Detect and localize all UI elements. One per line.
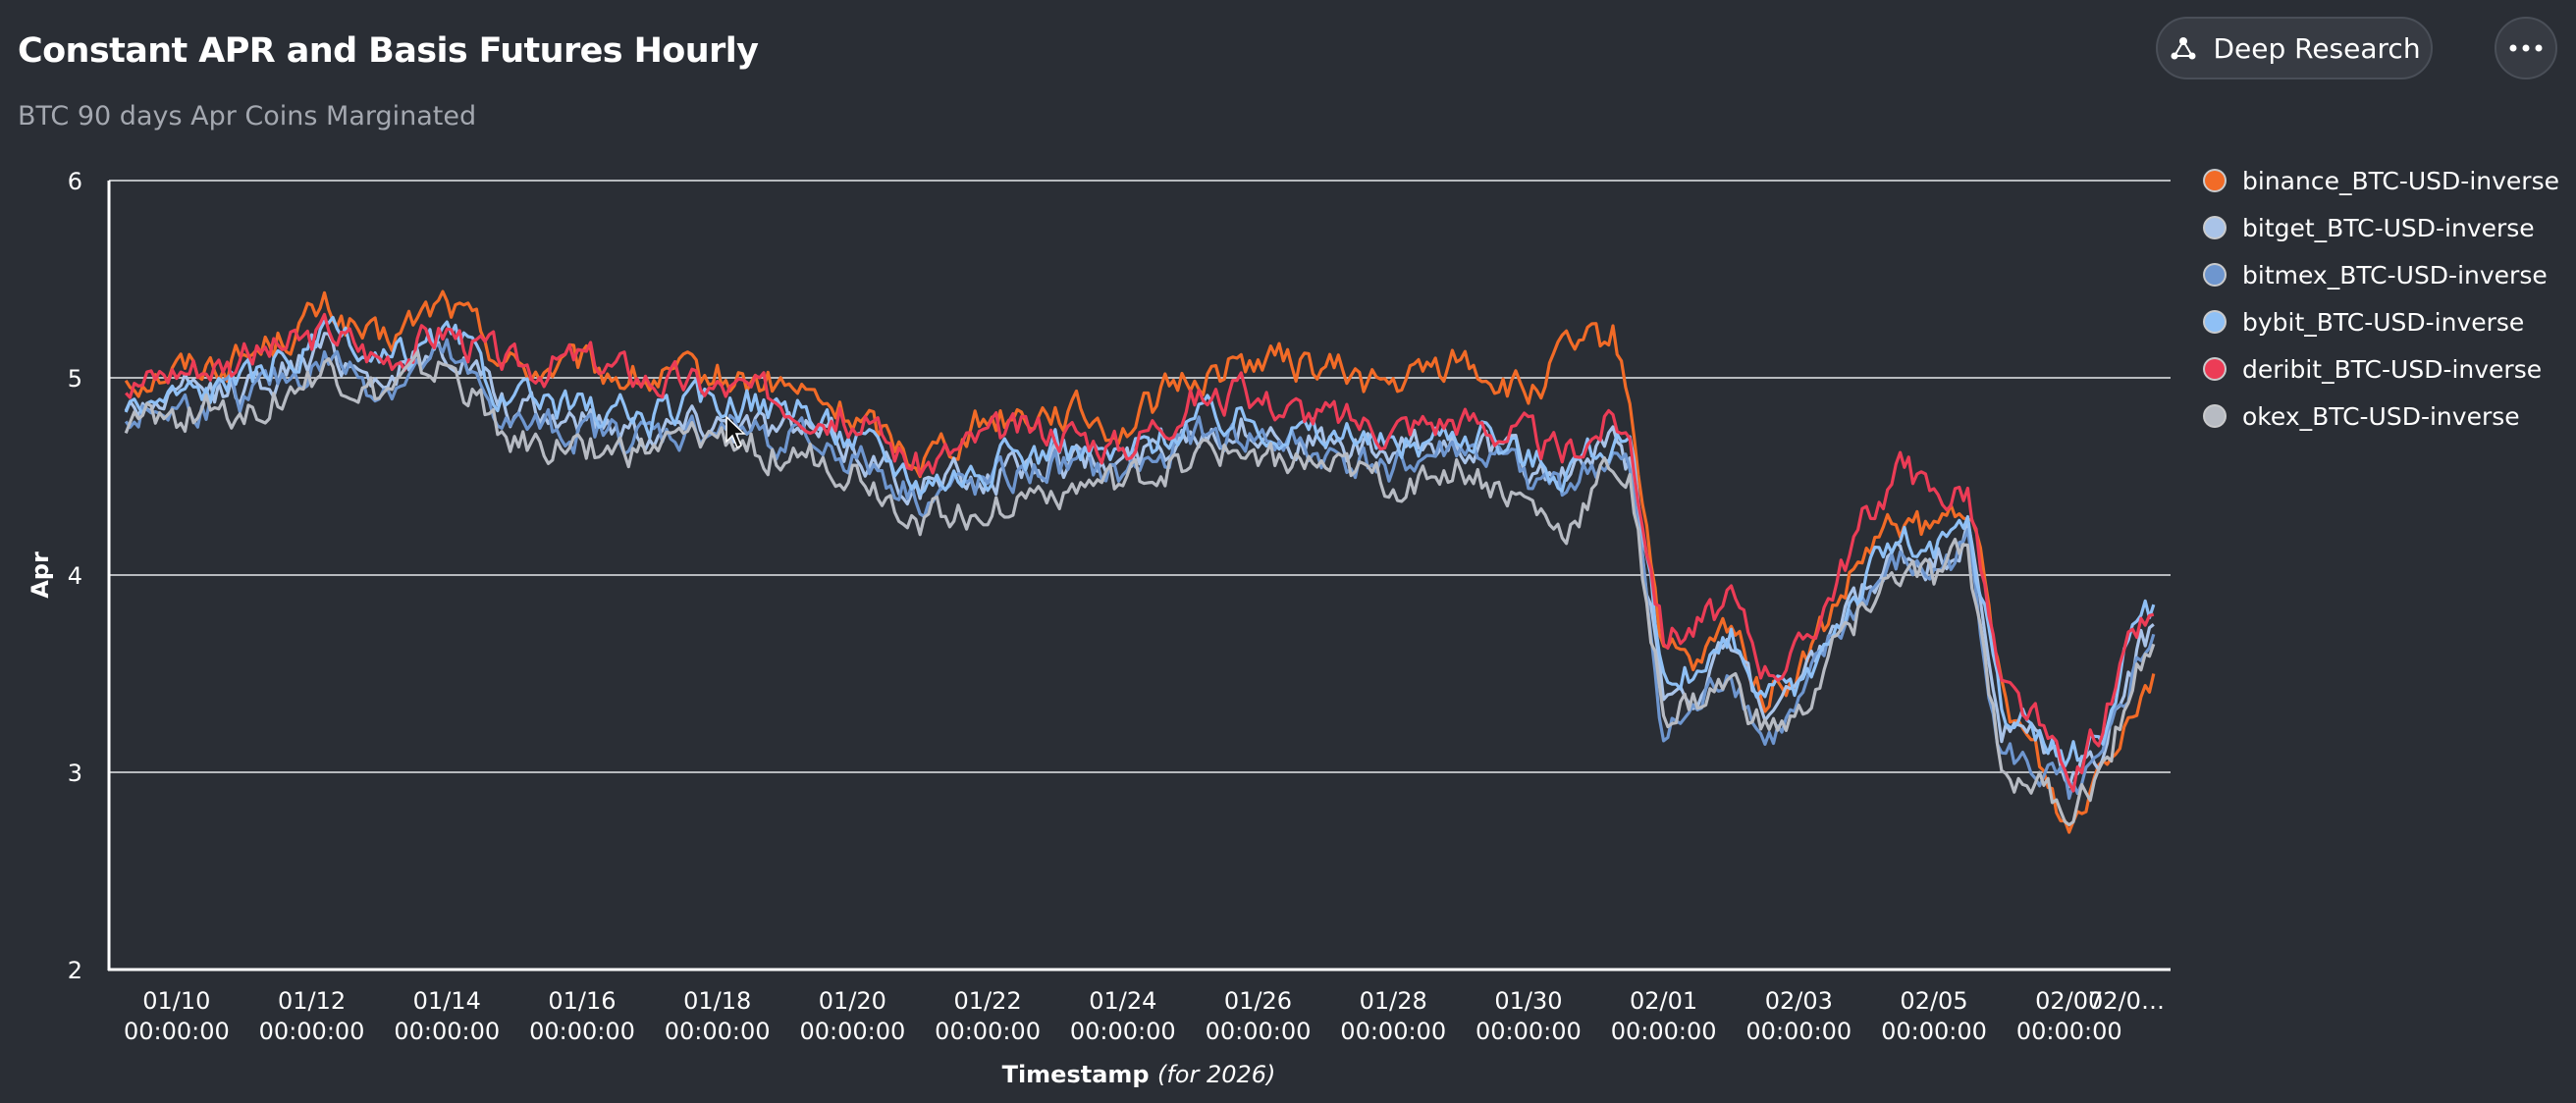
series-line-okex_BTC-USD-inverse	[124, 350, 2156, 827]
x-tick-sublabel: 00:00:00	[529, 1018, 635, 1045]
x-tick-sublabel: 00:00:00	[1340, 1018, 1446, 1045]
x-tick-label: 01/16	[548, 987, 616, 1015]
legend-item[interactable]: bitget_BTC-USD-inverse	[2203, 204, 2559, 251]
x-tick-sublabel: 00:00:00	[124, 1018, 230, 1045]
x-tick-label: 01/18	[683, 987, 751, 1015]
x-axis-label: Timestamp (for 2026)	[1002, 1061, 1276, 1088]
series-line-binance_BTC-USD-inverse	[124, 289, 2156, 834]
line-chart: 2 3 4 5 6 01/10 00:00:00 01/12 00:00:00 01/14 00:0…	[27, 168, 2171, 1088]
x-tick-label: 01/20	[819, 987, 886, 1015]
mouse-cursor-icon	[725, 415, 746, 449]
y-axis-label: Apr	[27, 552, 54, 599]
x-tick-sublabel: 00:00:00	[935, 1018, 1041, 1045]
x-tick-sublabel: 00:00:00	[1206, 1018, 1312, 1045]
more-options-button[interactable]	[2495, 17, 2557, 79]
legend-swatch-icon	[2205, 312, 2225, 332]
network-nodes-icon	[2171, 37, 2196, 60]
x-tick-label: 02/0…	[2088, 987, 2165, 1015]
x-tick-sublabel: 00:00:00	[259, 1018, 365, 1045]
legend-swatch-icon	[2205, 359, 2225, 379]
chart-subtitle: BTC 90 days Apr Coins Marginated	[18, 101, 477, 131]
chart-legend: binance_BTC-USD-inverse bitget_BTC-USD-in…	[2203, 157, 2559, 440]
x-tick-sublabel: 00:00:00	[1070, 1018, 1176, 1045]
x-tick-label: 02/03	[1765, 987, 1833, 1015]
deep-research-button[interactable]: Deep Research	[2156, 17, 2433, 79]
x-tick-sublabel: 00:00:00	[394, 1018, 500, 1045]
x-tick-label: 01/12	[278, 987, 346, 1015]
x-tick-label: 02/01	[1630, 987, 1697, 1015]
x-tick-label: 02/05	[1900, 987, 1967, 1015]
legend-item[interactable]: bybit_BTC-USD-inverse	[2203, 298, 2559, 345]
legend-label: bitget_BTC-USD-inverse	[2242, 213, 2535, 242]
x-tick-label: 01/14	[413, 987, 481, 1015]
x-tick-label: 01/26	[1224, 987, 1292, 1015]
series-line-bybit_BTC-USD-inverse	[124, 315, 2156, 768]
x-tick-label: 02/07	[2035, 987, 2103, 1015]
series-line-deribit_BTC-USD-inverse	[125, 312, 2155, 793]
x-tick-sublabel: 00:00:00	[2016, 1018, 2122, 1045]
y-tick-label: 2	[68, 957, 82, 984]
legend-swatch-icon	[2205, 171, 2225, 190]
x-tick-sublabel: 00:00:00	[799, 1018, 905, 1045]
legend-label: bybit_BTC-USD-inverse	[2242, 307, 2525, 337]
y-tick-label: 5	[68, 365, 82, 393]
legend-item[interactable]: binance_BTC-USD-inverse	[2203, 157, 2559, 204]
x-tick-label: 01/22	[953, 987, 1021, 1015]
legend-label: deribit_BTC-USD-inverse	[2242, 354, 2543, 384]
x-tick-label: 01/10	[142, 987, 210, 1015]
x-tick-label: 01/30	[1494, 987, 1562, 1015]
legend-swatch-icon	[2205, 406, 2225, 426]
x-tick-label: 01/24	[1089, 987, 1156, 1015]
legend-item[interactable]: okex_BTC-USD-inverse	[2203, 393, 2559, 440]
ellipsis-icon	[2509, 44, 2543, 52]
legend-label: okex_BTC-USD-inverse	[2242, 401, 2520, 431]
y-tick-label: 3	[68, 760, 82, 787]
x-tick-sublabel: 00:00:00	[1881, 1018, 1987, 1045]
x-tick-sublabel: 00:00:00	[1745, 1018, 1852, 1045]
x-tick-sublabel: 00:00:00	[1611, 1018, 1717, 1045]
deep-research-label: Deep Research	[2213, 31, 2421, 65]
x-tick-sublabel: 00:00:00	[665, 1018, 771, 1045]
x-tick-sublabel: 00:00:00	[1476, 1018, 1582, 1045]
legend-item[interactable]: bitmex_BTC-USD-inverse	[2203, 251, 2559, 298]
y-tick-label: 6	[68, 168, 82, 195]
series-line-bitmex_BTC-USD-inverse	[124, 338, 2156, 801]
legend-item[interactable]: deribit_BTC-USD-inverse	[2203, 345, 2559, 393]
y-tick-label: 4	[68, 562, 82, 590]
legend-swatch-icon	[2205, 218, 2225, 237]
x-tick-label: 01/28	[1360, 987, 1427, 1015]
legend-swatch-icon	[2205, 265, 2225, 285]
legend-label: binance_BTC-USD-inverse	[2242, 166, 2559, 195]
legend-label: bitmex_BTC-USD-inverse	[2242, 260, 2548, 289]
chart-title: Constant APR and Basis Futures Hourly	[18, 31, 759, 71]
